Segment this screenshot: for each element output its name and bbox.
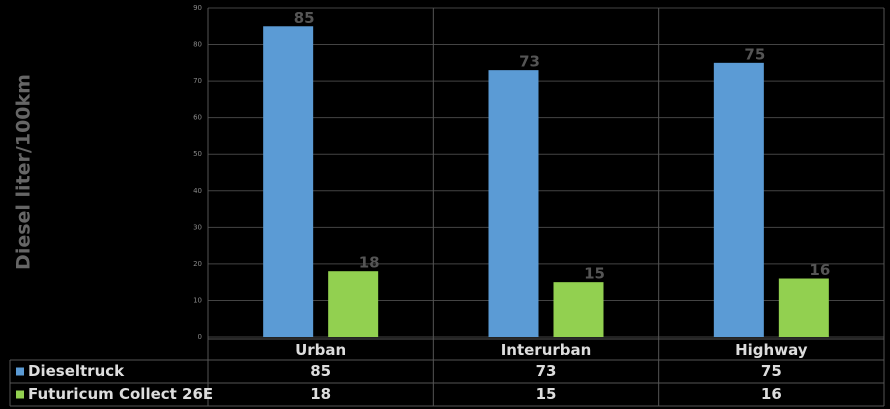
y-tick-label: 90 — [193, 4, 202, 12]
table-value: 16 — [761, 385, 782, 403]
table-value: 85 — [310, 362, 331, 380]
bar — [488, 70, 539, 338]
y-tick-label: 50 — [193, 150, 202, 158]
legend-swatch — [16, 367, 24, 376]
value-label: 73 — [519, 53, 540, 71]
x-tick-label: Interurban — [501, 341, 592, 359]
table-value: 15 — [536, 385, 557, 403]
y-tick-label: 60 — [193, 114, 202, 122]
y-tick-label: 20 — [193, 260, 202, 268]
table-value: 18 — [310, 385, 331, 403]
table-value: 75 — [761, 362, 782, 380]
x-tick-label: Highway — [735, 341, 808, 359]
bar — [263, 26, 314, 338]
value-label: 75 — [744, 45, 765, 63]
bar — [778, 278, 829, 337]
value-label: 15 — [584, 265, 605, 283]
y-tick-label: 70 — [193, 77, 202, 85]
value-label: 85 — [294, 9, 315, 27]
value-label: 16 — [809, 261, 830, 279]
y-axis-label: Diesel liter/100km — [13, 74, 35, 270]
value-label: 18 — [359, 254, 380, 272]
bar — [553, 282, 604, 337]
bar — [713, 62, 764, 337]
table-value: 73 — [536, 362, 557, 380]
y-tick-label: 10 — [193, 296, 202, 304]
legend-swatch — [16, 390, 24, 399]
legend-label: Futuricum Collect 26E — [28, 385, 213, 403]
y-tick-label: 80 — [193, 41, 202, 49]
bar — [328, 271, 379, 337]
y-tick-label: 40 — [193, 187, 202, 195]
x-tick-label: Urban — [295, 341, 346, 359]
legend-label: Dieseltruck — [28, 362, 125, 380]
y-tick-label: 0 — [198, 333, 202, 341]
y-tick-label: 30 — [193, 223, 202, 231]
